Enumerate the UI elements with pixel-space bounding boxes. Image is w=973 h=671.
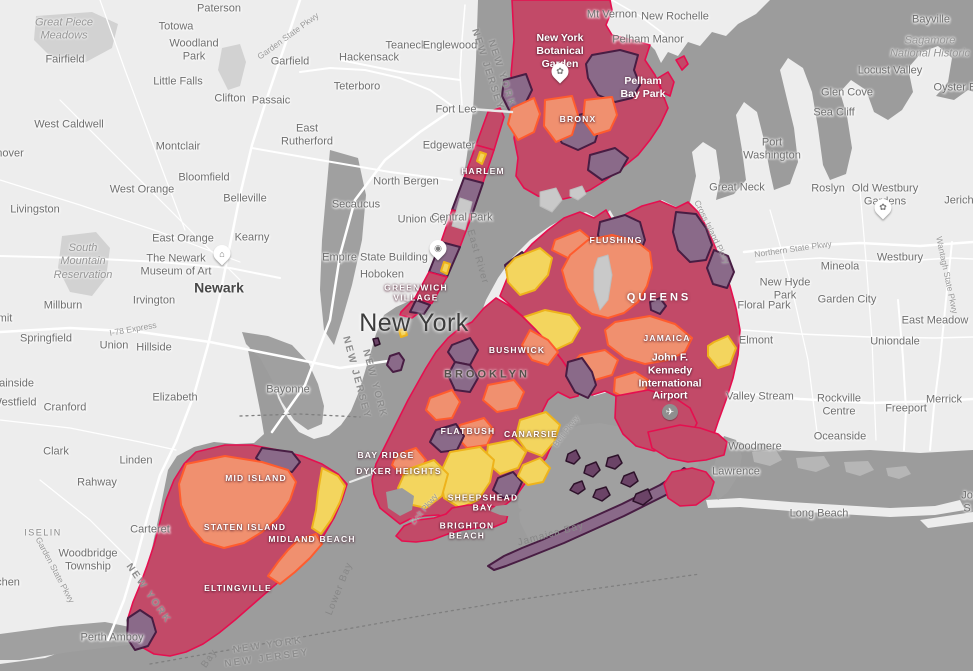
region-brooklyn-salmon-bushwick[interactable] — [521, 329, 559, 366]
region-queens-yellow-rosedale[interactable] — [707, 335, 737, 369]
region-bay-island-5[interactable] — [592, 486, 611, 502]
water-sheepshead-notch — [490, 504, 522, 517]
park-great-piece-meadows — [34, 12, 118, 62]
region-governors-island[interactable] — [386, 352, 405, 373]
region-bay-island-4[interactable] — [620, 471, 639, 488]
layer-overlay-parks — [451, 185, 613, 311]
bridge-verrazzano — [349, 473, 373, 483]
region-bronx-salmon-2[interactable] — [543, 95, 579, 143]
land-westchester — [606, 0, 770, 63]
boundary-lower-bay — [149, 573, 701, 665]
region-queens-purple-bayside[interactable] — [672, 211, 713, 263]
road-li-local-2 — [859, 189, 877, 441]
park-garret-mountain — [218, 44, 246, 90]
land-marsh-4 — [886, 466, 911, 479]
region-bay-island-1[interactable] — [565, 449, 581, 465]
region-bronx-salmon-1[interactable] — [507, 97, 541, 141]
region-staten-purple-sw[interactable] — [126, 609, 157, 651]
land-marsh-2 — [796, 456, 830, 472]
layer-choropleth-regions — [126, 0, 741, 657]
road-palisades — [459, 4, 466, 106]
layer-water-over — [386, 488, 522, 517]
road-nj-local-4 — [0, 419, 177, 451]
road-route3 — [251, 147, 453, 181]
region-far-rockaway-2[interactable] — [663, 467, 715, 507]
region-staten-salmon-mid-island[interactable] — [178, 455, 297, 549]
road-garden-state-pkwy-s — [106, 440, 178, 642]
region-ellis-island[interactable] — [398, 328, 408, 338]
region-bay-island-6[interactable] — [569, 480, 586, 495]
region-brooklyn-salmon-sunset[interactable] — [425, 389, 461, 421]
park-flushing-meadows — [593, 254, 613, 311]
region-city-island[interactable] — [657, 71, 675, 97]
region-queens-purple-littleneck[interactable] — [706, 249, 735, 289]
road-hempstead-tpke — [741, 329, 973, 339]
island-randalls — [539, 187, 563, 213]
park-central-park — [451, 197, 473, 231]
land-long-beach-barrier — [706, 498, 965, 517]
road-nj-local-5 — [39, 479, 151, 591]
road-jericho-tpke — [755, 257, 973, 263]
region-manhattan-yellow-midtown[interactable] — [440, 261, 451, 275]
road-li-local-1 — [769, 209, 819, 441]
region-brooklyn-purple-eny[interactable] — [565, 357, 597, 399]
road-i78-express — [0, 326, 397, 370]
water-gravesend-notch — [386, 488, 414, 516]
road-nj-local-3 — [99, 0, 186, 231]
road-garden-state-pkwy-n — [174, 0, 302, 444]
region-staten-salmon-midland-beach[interactable] — [267, 533, 323, 585]
region-manhattan-yellow-harlem[interactable] — [476, 151, 487, 165]
boundary-upper-bay — [239, 413, 361, 418]
region-brooklyn-purple-marine[interactable] — [492, 471, 523, 499]
layer-boundaries — [149, 413, 701, 665]
island-rikers — [569, 185, 587, 201]
region-liberty-island[interactable] — [372, 337, 381, 347]
land-marsh-1 — [752, 450, 782, 466]
region-queens-yellow-maspeth[interactable] — [505, 247, 553, 296]
bridge-george-washington — [454, 106, 514, 114]
region-bay-island-2[interactable] — [583, 461, 601, 478]
region-bronx-purple-soundview[interactable] — [587, 147, 629, 181]
water-jamaica-bay — [518, 423, 704, 548]
layer-roads — [0, 0, 973, 642]
road-wantagh-pkwy — [929, 241, 953, 451]
road-westchester-1 — [611, 0, 665, 35]
region-manhattan-tip-purple[interactable] — [409, 299, 431, 315]
layer-bridges — [349, 106, 514, 483]
water-newark-bay — [242, 332, 324, 430]
region-brooklyn-salmon-crown[interactable] — [482, 379, 525, 413]
region-brooklyn-yellow-canarsie[interactable] — [515, 411, 561, 457]
region-staten-yellow-east[interactable] — [311, 467, 346, 535]
road-i95-approach — [299, 67, 456, 109]
region-bay-island-3[interactable] — [605, 454, 623, 470]
region-bay-island-7[interactable] — [632, 488, 653, 506]
region-hart-island[interactable] — [675, 55, 689, 71]
region-brooklyn-purple-slope[interactable] — [447, 361, 479, 393]
road-meadowbrook-pkwy — [897, 299, 907, 451]
layer-parks — [34, 12, 246, 296]
road-nj-local-2 — [0, 179, 241, 263]
road-nj-turnpike — [270, 106, 457, 434]
region-queens-purple-small[interactable] — [649, 297, 667, 315]
region-manhattan-1[interactable] — [475, 107, 505, 151]
land-jones-barrier — [920, 512, 973, 528]
road-i280 — [0, 255, 281, 279]
region-brooklyn-yellow-mill-basin[interactable] — [517, 457, 551, 486]
park-south-mountain — [58, 232, 110, 296]
land-marsh-3 — [844, 461, 874, 476]
region-bronx-salmon-3[interactable] — [582, 96, 618, 136]
region-queens-salmon-jamaica[interactable] — [604, 315, 693, 365]
road-southern-state-pkwy — [731, 390, 973, 405]
region-bronx-purple-northeast[interactable] — [585, 49, 641, 103]
road-route4 — [339, 59, 461, 81]
region-far-rockaway-1[interactable] — [647, 424, 728, 463]
